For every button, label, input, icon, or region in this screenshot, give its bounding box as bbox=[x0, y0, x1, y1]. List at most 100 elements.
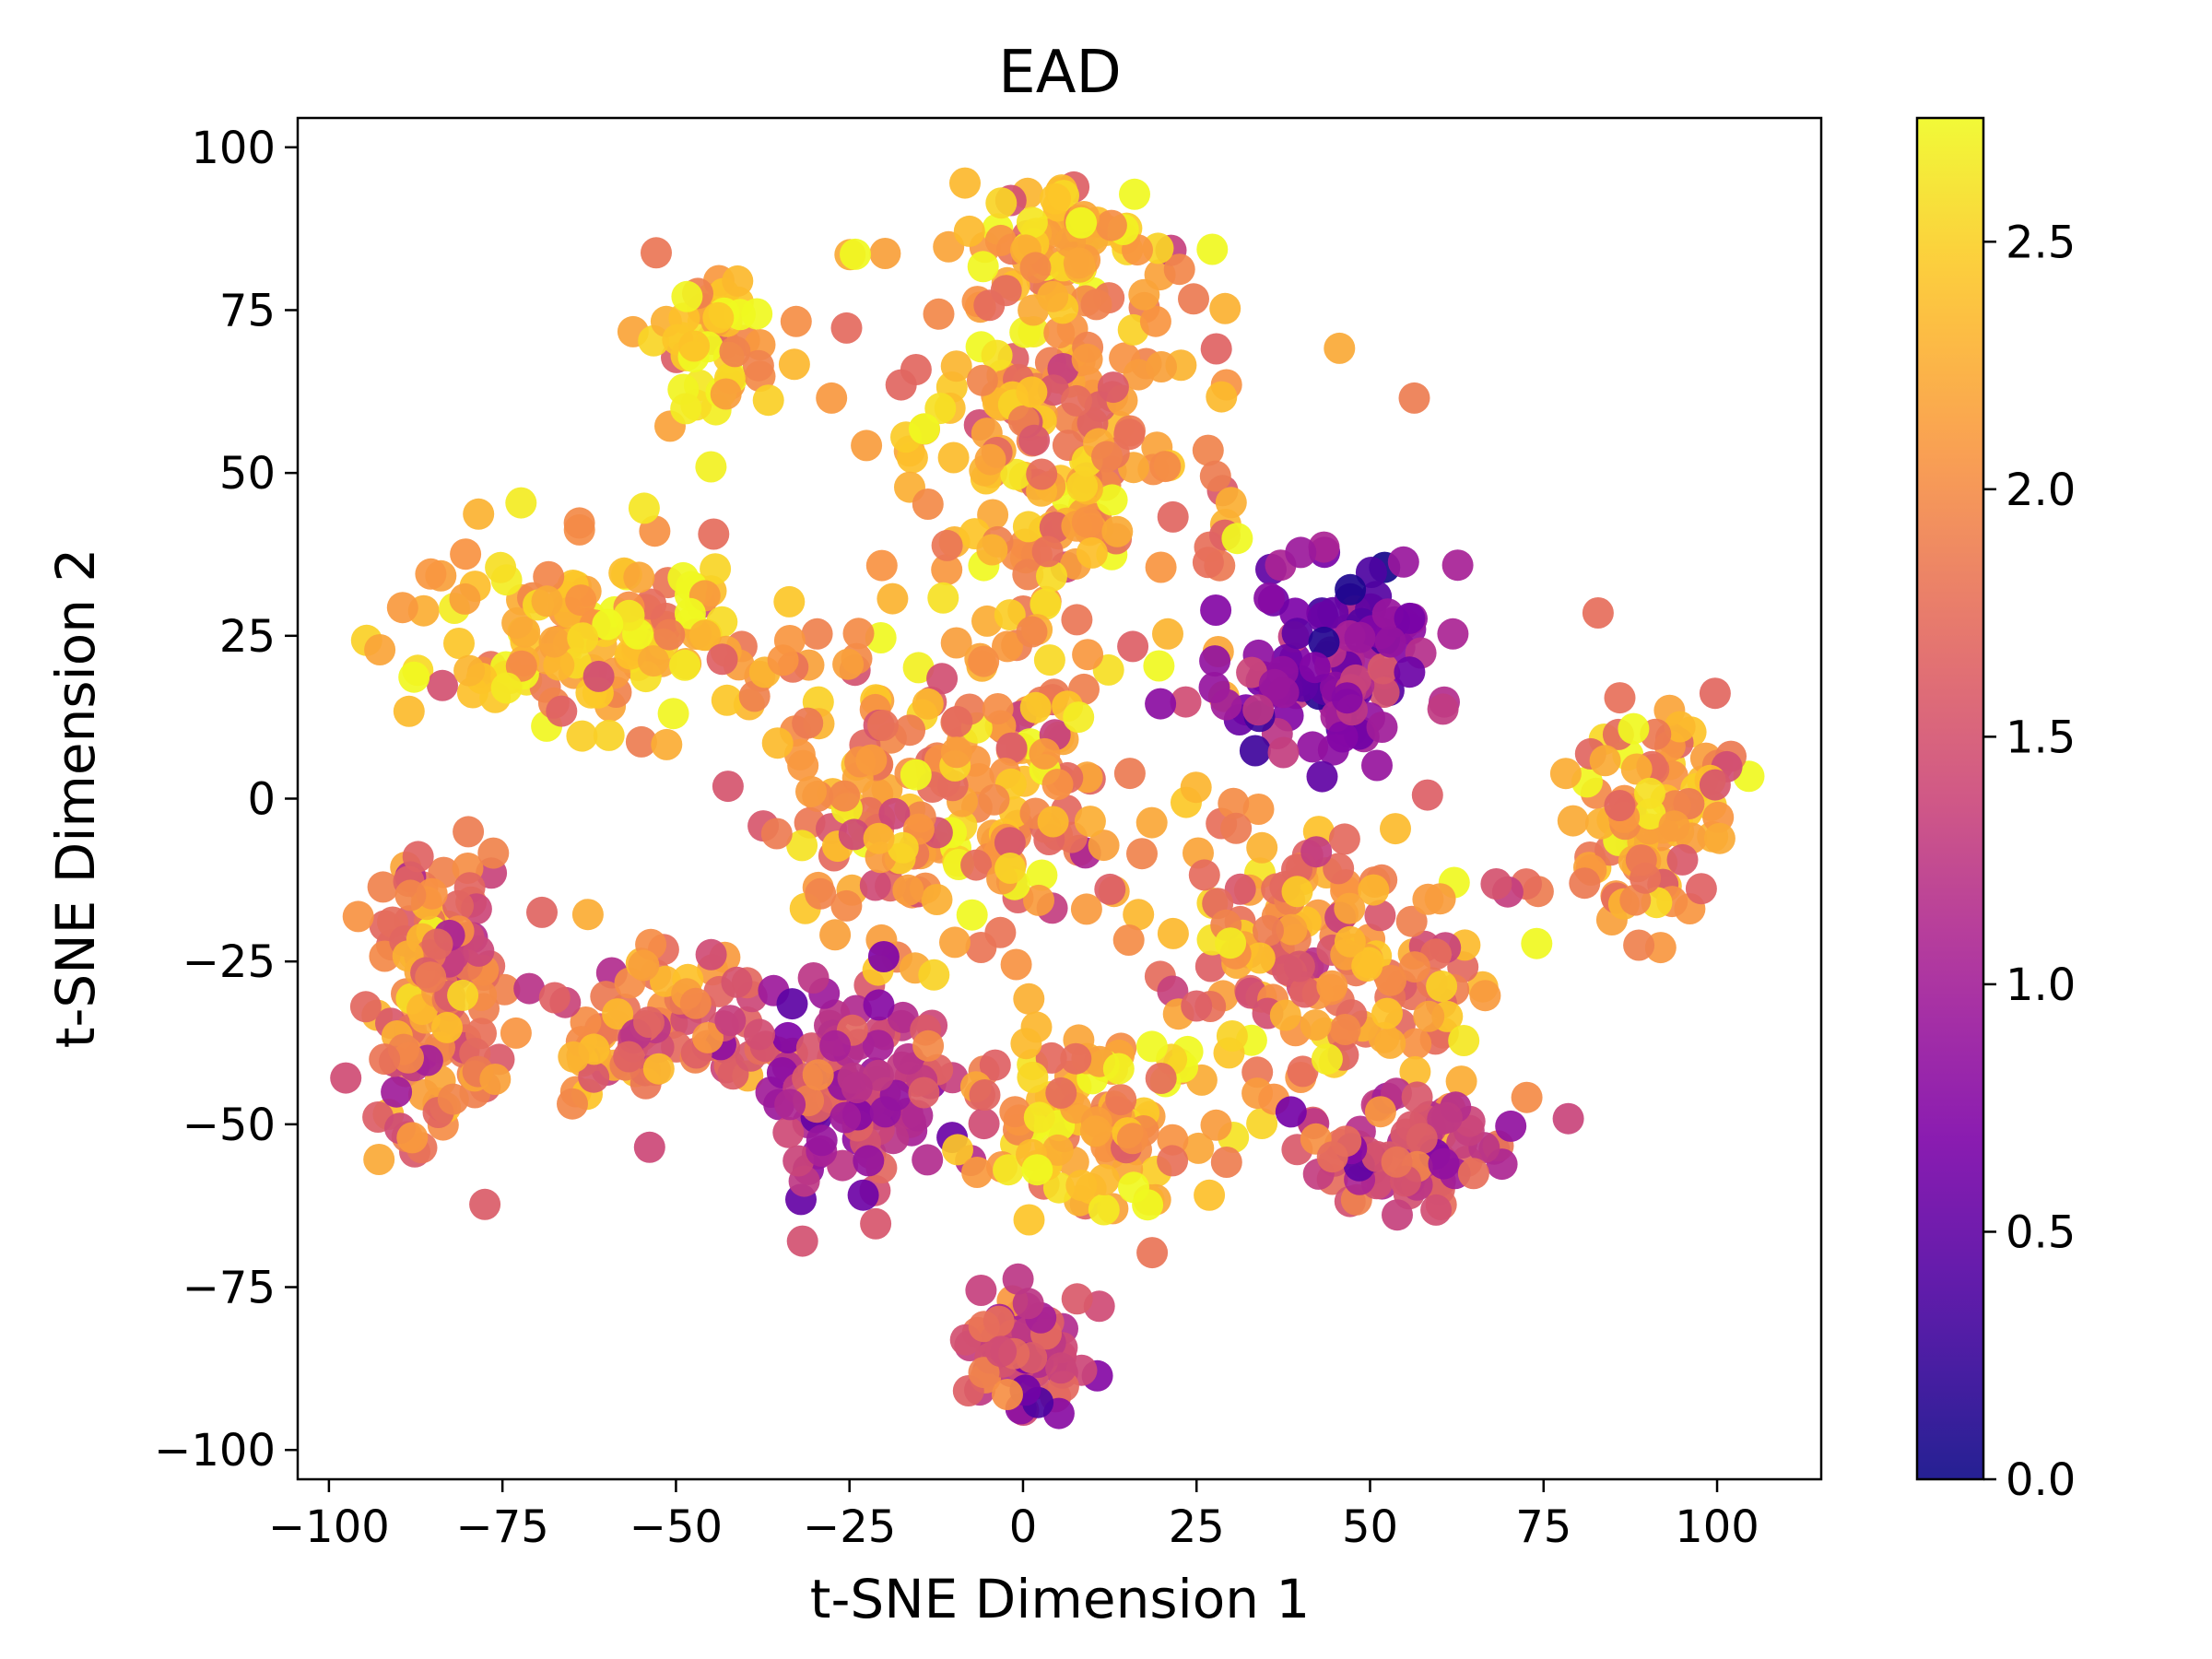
scatter-point bbox=[885, 369, 917, 401]
scatter-point bbox=[653, 618, 686, 651]
scatter-point bbox=[671, 280, 703, 312]
scatter-point bbox=[1063, 701, 1095, 734]
scatter-point bbox=[592, 608, 624, 641]
scatter-point bbox=[342, 900, 374, 933]
scatter-point bbox=[415, 558, 447, 590]
scatter-point bbox=[830, 1101, 862, 1134]
scatter-point bbox=[1685, 873, 1717, 905]
scatter-point bbox=[984, 916, 1017, 948]
scatter-point bbox=[931, 529, 963, 561]
scatter-point bbox=[479, 1064, 512, 1095]
scatter-point bbox=[1135, 806, 1168, 839]
scatter-point bbox=[712, 771, 744, 803]
y-axis-title: t-SNE Dimension 2 bbox=[44, 548, 107, 1049]
y-tick-label: −75 bbox=[182, 1263, 276, 1314]
scatter-point bbox=[1116, 1123, 1148, 1155]
scatter-point bbox=[453, 654, 486, 687]
scatter-point bbox=[774, 1088, 806, 1121]
scatter-point bbox=[431, 1011, 463, 1043]
scatter-point bbox=[1076, 536, 1108, 569]
scatter-point bbox=[1242, 694, 1275, 726]
scatter-point bbox=[1283, 950, 1315, 982]
scatter-point bbox=[443, 628, 475, 659]
scatter-point bbox=[1324, 332, 1356, 364]
scatter-point bbox=[786, 830, 818, 862]
scatter-point bbox=[582, 660, 615, 692]
scatter-point bbox=[1398, 951, 1430, 983]
scatter-point bbox=[593, 719, 625, 751]
scatter-point bbox=[912, 1030, 945, 1062]
x-tick-label: −100 bbox=[268, 1501, 390, 1553]
scatter-point bbox=[402, 841, 434, 873]
colorbar-tick-label: 1.0 bbox=[2006, 959, 2076, 1011]
scatter-point bbox=[415, 961, 447, 994]
scatter-point bbox=[1012, 1288, 1044, 1320]
scatter-point bbox=[571, 899, 604, 931]
scatter-point bbox=[578, 1061, 610, 1093]
scatter-point bbox=[1119, 178, 1150, 210]
scatter-point bbox=[967, 251, 999, 283]
scatter-point bbox=[956, 899, 988, 931]
y-tick-label: 50 bbox=[219, 448, 276, 500]
scatter-point bbox=[393, 1041, 424, 1074]
scatter-point bbox=[1194, 1179, 1226, 1211]
scatter-point bbox=[738, 680, 771, 712]
scatter-point bbox=[974, 443, 1006, 476]
scatter-point bbox=[1394, 602, 1426, 634]
scatter-point bbox=[692, 1021, 724, 1053]
scatter-point bbox=[1480, 868, 1512, 900]
scatter-point bbox=[1117, 630, 1149, 663]
scatter-point bbox=[869, 238, 901, 269]
scatter-point bbox=[969, 1079, 1001, 1111]
scatter-point bbox=[1016, 206, 1048, 239]
scatter-point bbox=[853, 1145, 885, 1177]
scatter-point bbox=[949, 167, 981, 199]
scatter-point bbox=[918, 959, 950, 991]
scatter-point bbox=[1618, 712, 1650, 745]
scatter-point bbox=[819, 919, 852, 951]
scatter-point bbox=[1113, 758, 1146, 790]
scatter-point bbox=[453, 816, 485, 848]
scatter-point bbox=[1210, 688, 1242, 721]
scatter-point bbox=[363, 1144, 395, 1175]
scatter-point bbox=[706, 643, 738, 676]
scatter-point bbox=[1666, 843, 1699, 876]
scatter-point bbox=[1216, 1020, 1248, 1052]
scatter-point bbox=[538, 626, 571, 658]
scatter-point bbox=[1243, 942, 1276, 974]
scatter-point bbox=[1157, 917, 1189, 949]
scatter-point bbox=[1096, 484, 1128, 516]
scatter-point bbox=[926, 663, 959, 695]
scatter-point bbox=[1375, 964, 1406, 996]
scatter-point bbox=[1557, 805, 1589, 837]
scatter-point bbox=[1634, 777, 1665, 809]
scatter-point bbox=[1145, 551, 1177, 583]
scatter-point bbox=[1569, 867, 1601, 900]
scatter-point bbox=[1620, 753, 1653, 785]
scatter-point bbox=[695, 451, 727, 483]
scatter-point bbox=[477, 837, 510, 869]
scatter-point bbox=[1398, 382, 1430, 414]
scatter-point bbox=[1267, 736, 1300, 769]
scatter-point bbox=[1253, 914, 1284, 947]
scatter-point bbox=[1367, 653, 1399, 685]
scatter-point bbox=[1355, 557, 1387, 588]
scatter-point bbox=[1623, 929, 1655, 961]
scatter-point bbox=[1316, 1141, 1348, 1173]
scatter-point bbox=[912, 688, 944, 720]
scatter-point bbox=[670, 393, 702, 425]
scatter-point bbox=[999, 1096, 1031, 1128]
scatter-point bbox=[1013, 982, 1045, 1015]
x-tick-label: 0 bbox=[1009, 1501, 1038, 1553]
scatter-point bbox=[912, 1144, 944, 1176]
scatter-point bbox=[641, 237, 672, 269]
scatter-point bbox=[1071, 506, 1103, 538]
scatter-point bbox=[841, 1072, 873, 1104]
scatter-point bbox=[1495, 1110, 1527, 1142]
scatter-point bbox=[386, 592, 418, 624]
scatter-point bbox=[1441, 549, 1474, 582]
scatter-point bbox=[1351, 950, 1383, 982]
scatter-point bbox=[1002, 1263, 1034, 1295]
scatter-point bbox=[1699, 677, 1731, 710]
scatter-point bbox=[797, 962, 830, 994]
